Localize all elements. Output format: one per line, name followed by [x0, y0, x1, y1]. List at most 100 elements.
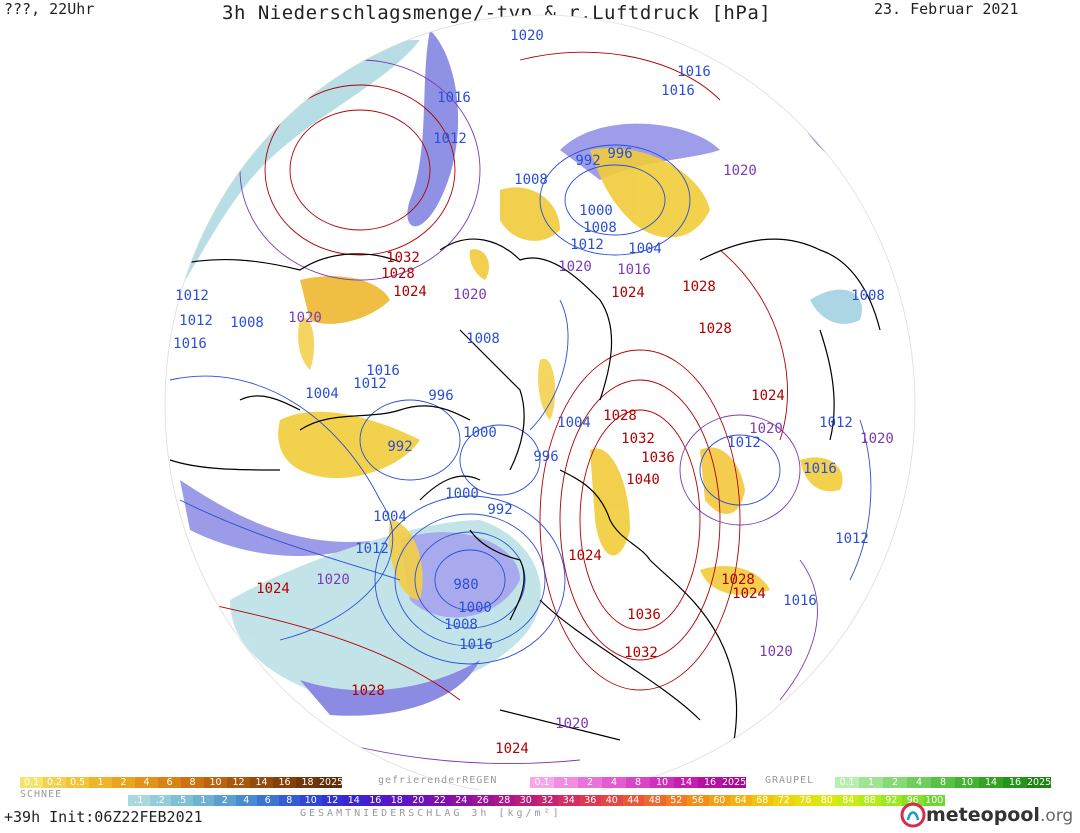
isobar-label: 1024 — [751, 388, 785, 404]
legend-swatch: 100 — [923, 795, 945, 806]
legend-swatch: 16 — [273, 777, 296, 788]
isobar-label: 1032 — [624, 645, 658, 661]
isobar-label: 1016 — [366, 363, 400, 379]
legend-swatch: 28 — [493, 795, 515, 806]
legend-swatch: 96 — [902, 795, 924, 806]
coastlines — [169, 238, 881, 761]
isobar-label: 1020 — [453, 287, 487, 303]
legend-swatch: 76 — [794, 795, 816, 806]
map-hemisphere — [169, 30, 881, 765]
legend-swatch: 32 — [536, 795, 558, 806]
legend-swatch: 10 — [300, 795, 322, 806]
legend-swatch: 18 — [296, 777, 319, 788]
isobar-label: 1020 — [558, 259, 592, 275]
isobar-label: 1000 — [463, 425, 497, 441]
legend-swatch: 1 — [859, 777, 883, 788]
legend-swatch: 10 — [650, 777, 674, 788]
legend-swatch: 6 — [158, 777, 181, 788]
legend-swatch: 16 — [1003, 777, 1027, 788]
isobar-label: 1024 — [611, 285, 645, 301]
legend-swatch: 8 — [181, 777, 204, 788]
legend-swatch: 26 — [472, 795, 494, 806]
legend-swatch: 2025+ — [319, 777, 352, 788]
legend-swatch: 44 — [622, 795, 644, 806]
isobar-label: 1016 — [437, 90, 471, 106]
graupel-label: GRAUPEL — [765, 775, 815, 786]
isobar-label: 1020 — [288, 310, 322, 326]
legend-swatch: 56 — [687, 795, 709, 806]
isobar-label: 1028 — [721, 572, 755, 588]
meteopool-logo[interactable]: meteopool.org — [900, 800, 1073, 830]
legend-swatch: 0.5 — [66, 777, 89, 788]
isobar-label: 980 — [453, 577, 478, 593]
logo-text: meteopool — [926, 804, 1040, 826]
legend-swatch: 2025+ — [722, 777, 755, 788]
isobar-label: 996 — [428, 388, 453, 404]
legend-swatch: 6 — [257, 795, 279, 806]
legend-swatch: 48 — [644, 795, 666, 806]
isobar-label: 1020 — [723, 163, 757, 179]
isobar-label: 1008 — [851, 288, 885, 304]
legend-swatch: 0.2 — [43, 777, 66, 788]
legend-swatch: 60 — [708, 795, 730, 806]
isobar-label: 1024 — [568, 548, 602, 564]
isobar-label: 992 — [387, 439, 412, 455]
isobar-label: 1040 — [626, 472, 660, 488]
forecast-time-label: ???, 22Uhr — [4, 0, 95, 18]
isobar-label: 1012 — [355, 541, 389, 557]
legend-swatch: 14 — [979, 777, 1003, 788]
isobar-label: 1020 — [316, 572, 350, 588]
isobar-label: 1012 — [175, 288, 209, 304]
isobar-label: 1020 — [510, 28, 544, 44]
legend-swatch: 0.1 — [530, 777, 554, 788]
isobar-label: 1012 — [433, 131, 467, 147]
legend-swatch: 2 — [112, 777, 135, 788]
isobar-label: 1032 — [621, 431, 655, 447]
legend-swatch: 12 — [227, 777, 250, 788]
isobar-label: 1016 — [803, 461, 837, 477]
legend-swatch: 14 — [674, 777, 698, 788]
legend-swatch: 2025+ — [1027, 777, 1060, 788]
isobar-label: 1028 — [381, 266, 415, 282]
isobar-label: 1000 — [579, 203, 613, 219]
isobar-label: 1024 — [393, 284, 427, 300]
isobar-label: 1008 — [514, 172, 548, 188]
legend-swatch: 20 — [407, 795, 429, 806]
legend-swatch: 64 — [730, 795, 752, 806]
legend-swatch: 16 — [364, 795, 386, 806]
legend-swatch: 8 — [931, 777, 955, 788]
isobar-label: 1004 — [628, 241, 662, 257]
legend-swatch: 34 — [558, 795, 580, 806]
legend-swatch: 12 — [321, 795, 343, 806]
legend-swatch: 14 — [250, 777, 273, 788]
isobar-label: 1008 — [230, 315, 264, 331]
isobar-label: 1012 — [727, 435, 761, 451]
legend-swatch: 1 — [89, 777, 112, 788]
legend-swatch: 4 — [602, 777, 626, 788]
isobar-label: 1012 — [179, 313, 213, 329]
legend-swatch: 10 — [955, 777, 979, 788]
isobar-label: 992 — [487, 502, 512, 518]
legend-swatch: 84 — [837, 795, 859, 806]
isobar-label: 1036 — [627, 607, 661, 623]
legend-swatch: 30 — [515, 795, 537, 806]
hemisphere-border — [164, 14, 916, 790]
legend-swatch: 80 — [816, 795, 838, 806]
legend-swatch: 4 — [235, 795, 257, 806]
legend-swatch: 10 — [204, 777, 227, 788]
isobar-label: 1016 — [173, 336, 207, 352]
isobar-label: 992 — [575, 153, 600, 169]
snow-label: SCHNEE — [20, 789, 63, 800]
isobar-label: 1012 — [570, 237, 604, 253]
legend-swatch: 24 — [450, 795, 472, 806]
total-precip-legend: .1.2.5 1 2 4 6 8 10 12 14 16 18 20 22 24 26 28 30 32 34 36 4… — [128, 795, 945, 806]
isobar-label: 1016 — [459, 637, 493, 653]
isobar-label: 1012 — [353, 376, 387, 392]
isobar-label: 1012 — [819, 415, 853, 431]
isobar-label: 996 — [533, 449, 558, 465]
legend-swatch: 1 — [554, 777, 578, 788]
legend-swatch: 2 — [578, 777, 602, 788]
legend-swatch: .2 — [149, 795, 171, 806]
isobar-label: 1028 — [698, 321, 732, 337]
legend-swatch: 0.1 — [20, 777, 43, 788]
